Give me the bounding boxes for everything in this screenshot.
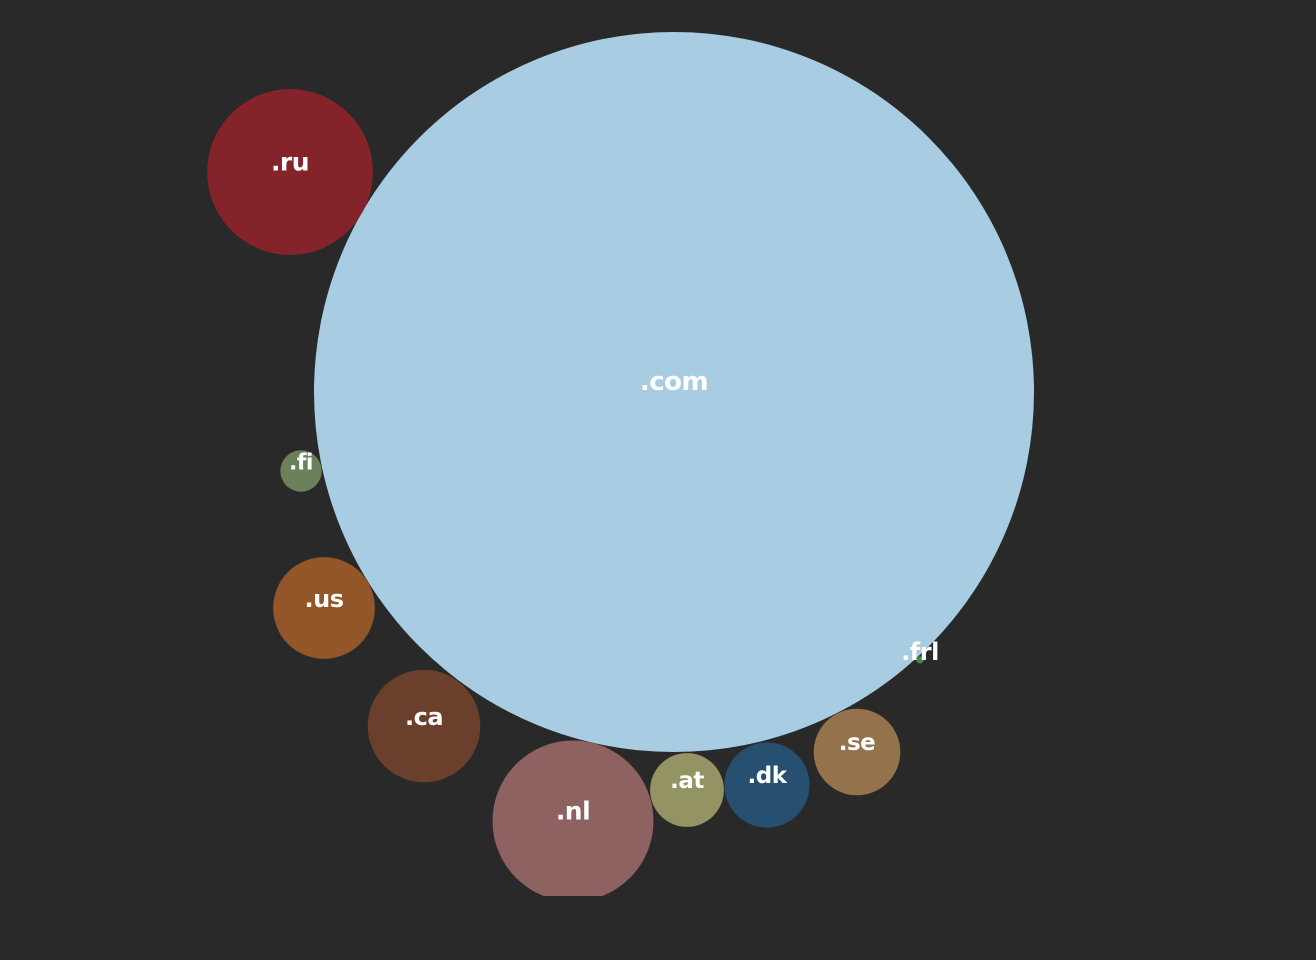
bubble-label-dk: .dk <box>748 763 788 789</box>
bubble-label-nl: .nl <box>556 797 590 826</box>
bubble-dk[interactable] <box>724 742 810 828</box>
bubble-fi[interactable] <box>280 450 322 492</box>
bubble-ca[interactable] <box>367 669 481 783</box>
bubble-label-se: .se <box>839 730 876 756</box>
bubble-se[interactable] <box>813 708 901 796</box>
bubble-us[interactable] <box>273 557 375 659</box>
bubble-label-frl: .frl <box>901 638 939 666</box>
bubble-label-ca: .ca <box>405 703 443 731</box>
bubble-label-at: .at <box>670 768 704 794</box>
bubble-nl[interactable] <box>492 740 654 902</box>
bubble-label-ru: .ru <box>271 148 309 177</box>
bubble-com[interactable] <box>314 32 1034 752</box>
bubble-label-fi: .fi <box>289 451 313 476</box>
bubble-frl[interactable] <box>916 656 924 664</box>
bubble-ru[interactable] <box>207 89 373 255</box>
bubble-label-us: .us <box>305 585 344 613</box>
bubble-at[interactable] <box>650 753 724 827</box>
bubble-label-com: .com <box>640 367 708 397</box>
bubble-layer <box>207 32 1034 902</box>
label-layer: .com .ru .nl .ca .us .se .dk .at .fi .frl <box>271 148 939 826</box>
